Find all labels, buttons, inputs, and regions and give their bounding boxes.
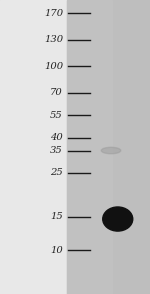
Text: 15: 15 bbox=[50, 213, 63, 221]
Bar bbox=[0, 0, 67, 294]
Text: 10: 10 bbox=[50, 246, 63, 255]
Ellipse shape bbox=[103, 207, 133, 231]
Text: 35: 35 bbox=[50, 146, 63, 155]
Text: 130: 130 bbox=[44, 35, 63, 44]
Bar bbox=[67, 0, 112, 294]
Text: 70: 70 bbox=[50, 88, 63, 97]
Text: 55: 55 bbox=[50, 111, 63, 120]
Text: 25: 25 bbox=[50, 168, 63, 177]
Ellipse shape bbox=[101, 147, 121, 154]
Text: 100: 100 bbox=[44, 62, 63, 71]
Text: 40: 40 bbox=[50, 133, 63, 142]
Bar bbox=[67, 0, 150, 294]
Text: 170: 170 bbox=[44, 9, 63, 18]
